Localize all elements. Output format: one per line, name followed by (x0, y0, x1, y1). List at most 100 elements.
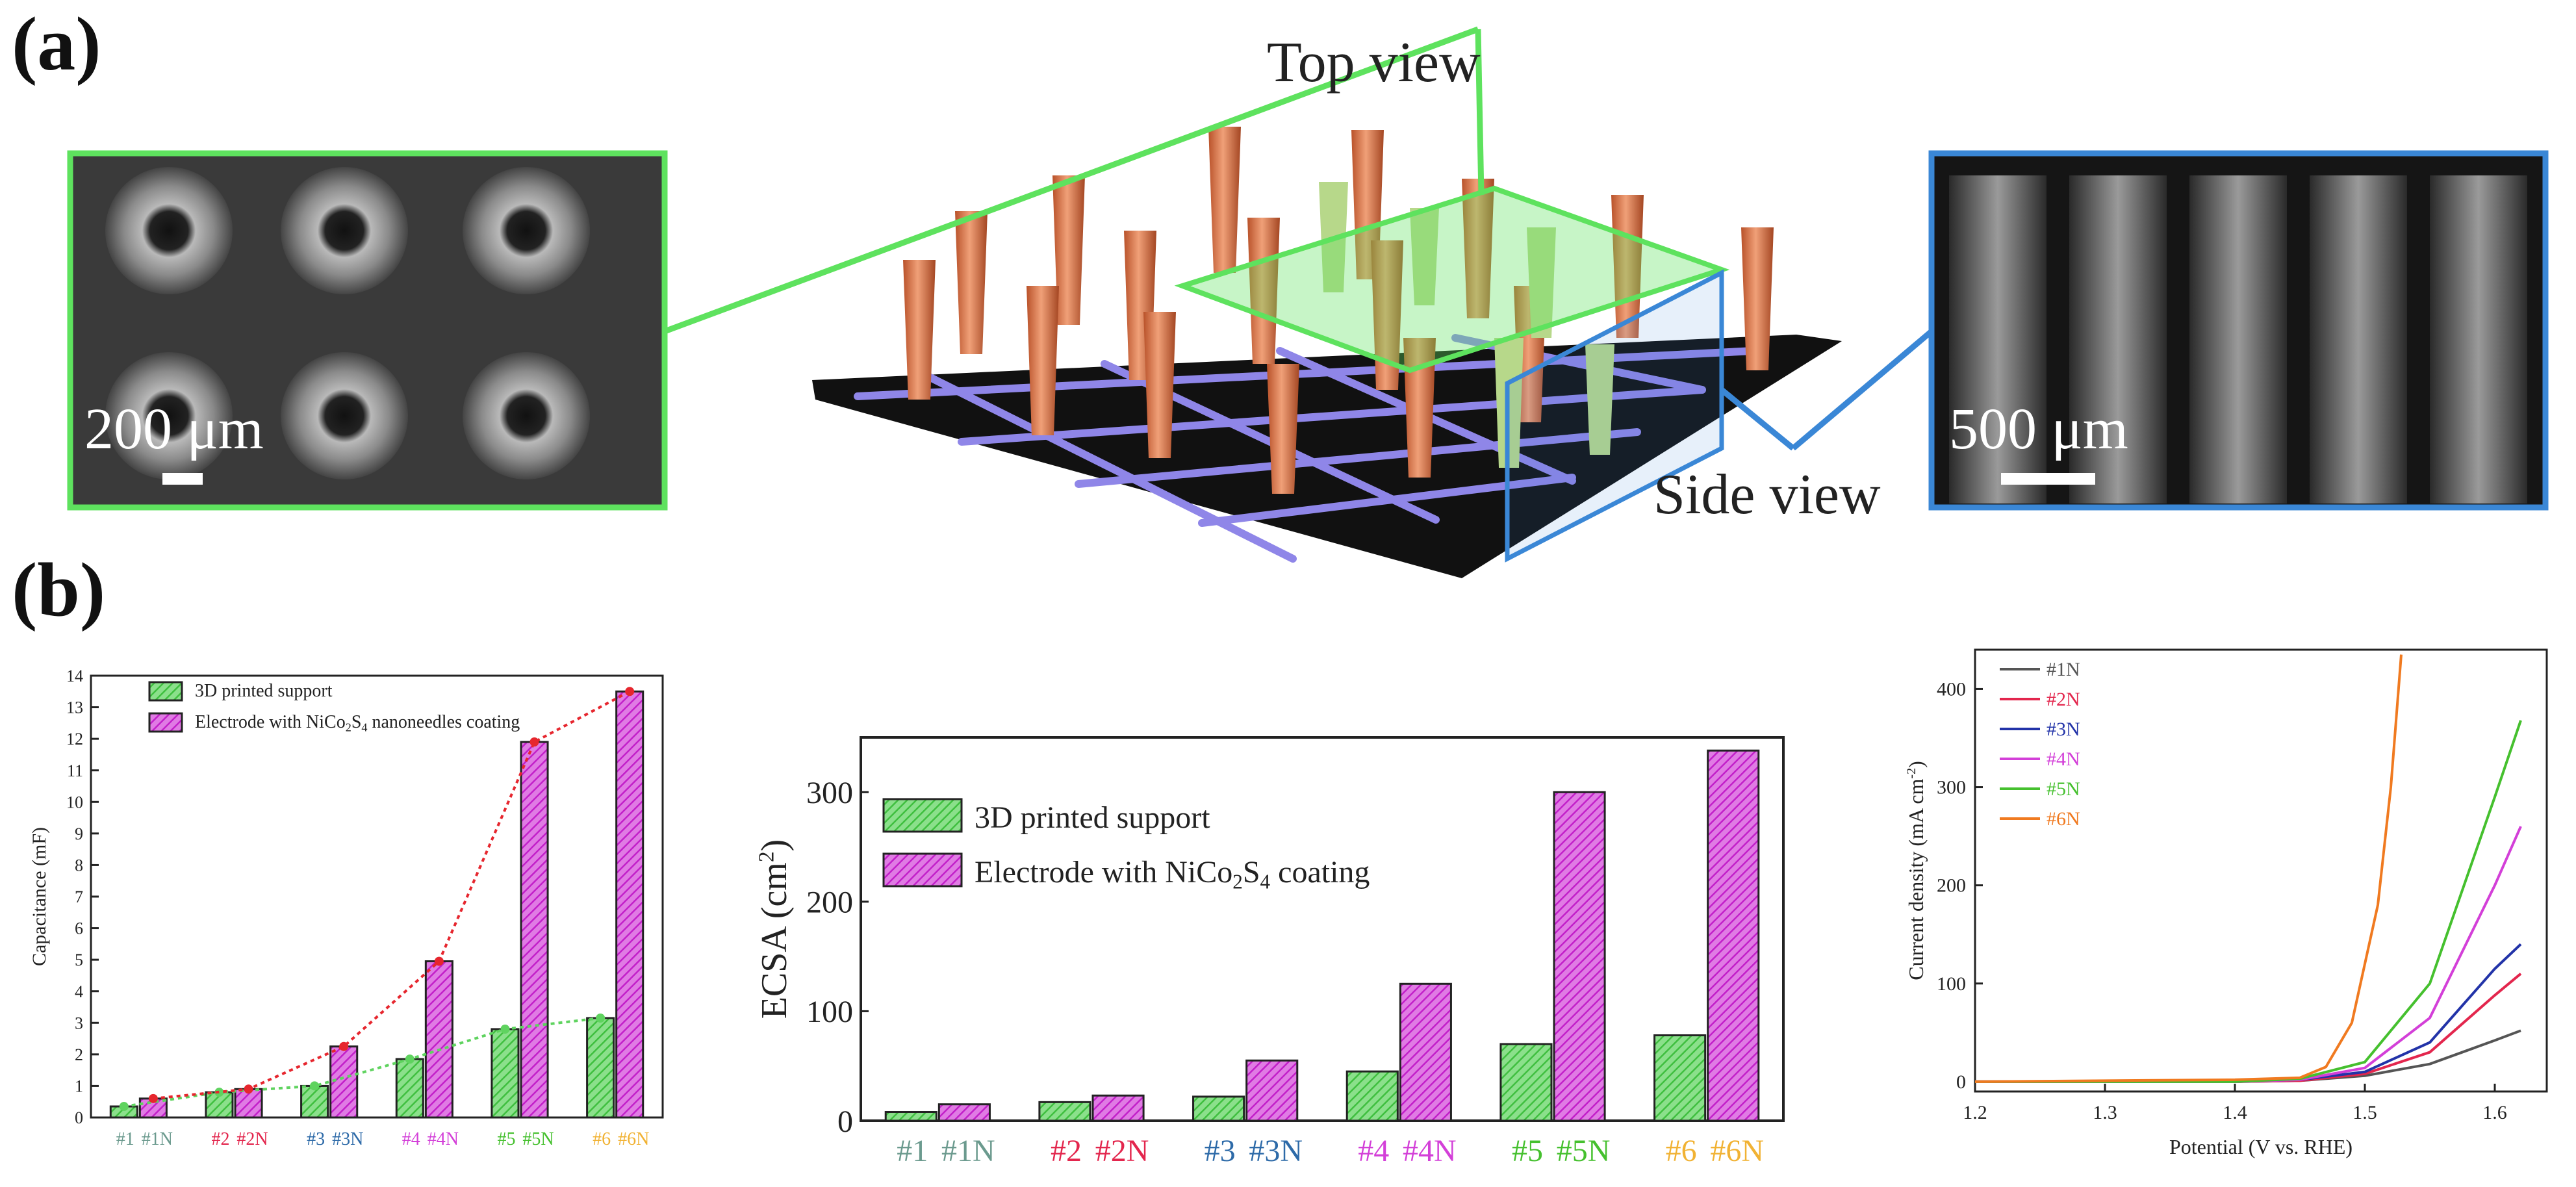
x-label-6N: #6N (1710, 1134, 1764, 1168)
x-label-5: #5 (1512, 1134, 1543, 1168)
y-tick-label: 2 (75, 1045, 83, 1064)
series-line-5N (1975, 720, 2522, 1083)
polarization-chart: 1.2 1.3 1.4 1.5 1.6 0 100 200 300 400 #1N #2N #3N #4N… (1904, 648, 2548, 1158)
plot-frame (1974, 648, 2548, 1093)
coated-pillars (1319, 182, 1614, 468)
y-tick-label: 14 (66, 667, 83, 685)
trend-marker (214, 1088, 224, 1097)
bar-3d-6N (1653, 1034, 1707, 1122)
legend-entry-coating: Electrode with NiCo2S4 nanoneedles coati… (195, 712, 520, 734)
legend-swatch (148, 712, 183, 733)
top-view-plane (1174, 185, 1730, 374)
x-label-3: #3 (307, 1129, 325, 1149)
x-label-4N: #4N (1403, 1134, 1457, 1168)
bar-electrode-5N (520, 741, 549, 1119)
series-line-6N (1974, 654, 2403, 1083)
legend-swatch (882, 852, 963, 887)
trend-marker (244, 1084, 253, 1094)
bar-electrode-3N (1245, 1059, 1299, 1122)
y-tick-label: 200 (806, 886, 853, 920)
x-label-6: #6 (593, 1129, 611, 1149)
y-tick-label: 6 (75, 919, 83, 938)
trend-line (153, 690, 631, 1100)
x-label-1N: #1N (142, 1129, 173, 1149)
x-label-4: #4 (402, 1129, 420, 1149)
trend-marker (119, 1102, 129, 1111)
trend-marker (625, 687, 635, 696)
panel-a-label: (a) (12, 1, 101, 86)
legend-swatch (882, 798, 963, 833)
legend-entry-6N: #6N (2047, 808, 2080, 830)
x-label-2N: #2N (1095, 1134, 1149, 1168)
bar-3d-5N (491, 1028, 520, 1119)
y-tick-label: 7 (75, 887, 83, 906)
x-label-5: #5 (497, 1129, 515, 1149)
ecsa-chart: 0 100 200 300 #1 #1N #2 #2N #3 #3N #4 #4N #5 #5N #6 #6N… (754, 736, 1785, 1168)
y-tick-label: 10 (66, 793, 83, 811)
side-view-label: Side view (1653, 463, 1881, 526)
scale-bar-left (162, 473, 203, 485)
x-label-3N: #3N (1249, 1134, 1303, 1168)
trend-marker (500, 1025, 510, 1034)
x-label-2: #2 (211, 1129, 229, 1149)
y-tick-label: 5 (75, 951, 83, 969)
bar-3d-4N (1345, 1070, 1399, 1122)
trend-marker (339, 1041, 349, 1051)
bar-electrode-3N (329, 1045, 359, 1119)
bar-3d-2N (1038, 1101, 1091, 1122)
bar-electrode-2N (234, 1088, 263, 1119)
x-label-1: #1 (897, 1134, 928, 1168)
series-line-2N (1975, 973, 2522, 1083)
y-axis-label: Capacitance (mF) (29, 827, 50, 966)
bar-electrode-6N (1707, 749, 1760, 1122)
x-label-3N: #3N (332, 1129, 363, 1149)
y-tick-label: 100 (1937, 973, 1966, 995)
x-tick-label: 1.5 (2353, 1102, 2377, 1123)
panel-b-label: (b) (12, 547, 106, 632)
x-label-2N: #2N (236, 1129, 268, 1149)
bar-3d-6N (586, 1017, 615, 1119)
side-view-plane (1505, 269, 1724, 563)
plot-frame (860, 736, 1785, 1122)
trend-marker (434, 956, 444, 966)
legend-entry-1N: #1N (2047, 659, 2080, 680)
scale-bar-right (2001, 473, 2095, 485)
bar-electrode-6N (615, 690, 644, 1119)
bar-electrode-5N (1553, 791, 1606, 1122)
y-tick-label: 0 (1956, 1071, 1966, 1093)
panel-a-illustration: 200 μm 500 μm (67, 26, 2549, 578)
x-tick-label: 1.2 (1963, 1102, 1987, 1123)
x-axis-label: Potential (V vs. RHE) (2169, 1135, 2353, 1158)
bar-electrode-4N (1399, 982, 1452, 1122)
y-tick-label: 1 (75, 1077, 83, 1096)
y-tick-label: 0 (837, 1104, 853, 1139)
x-label-5N: #5N (522, 1129, 554, 1149)
x-tick-label: 1.6 (2482, 1102, 2507, 1123)
trend-marker (596, 1014, 606, 1023)
sem-rings (105, 167, 590, 479)
y-tick-label: 13 (66, 698, 83, 717)
y-tick-label: 4 (75, 982, 83, 1001)
y-tick-label: 0 (75, 1108, 83, 1127)
bar-electrode-4N (424, 960, 453, 1119)
y-tick-label: 11 (67, 761, 83, 780)
legend-entry-4N: #4N (2047, 748, 2080, 770)
x-label-4N: #4N (427, 1129, 459, 1149)
legend-entry-support: 3D printed support (975, 800, 1210, 835)
legend-entry-3N: #3N (2047, 719, 2080, 740)
x-label-1N: #1N (941, 1134, 995, 1168)
sem-columns (1949, 175, 2527, 504)
y-tick-label: 12 (66, 730, 83, 748)
legend-entry-support: 3D printed support (195, 681, 333, 701)
y-tick-label: 300 (1937, 777, 1966, 798)
trend-marker (310, 1081, 320, 1091)
legend-swatch (148, 681, 183, 702)
trend-marker (529, 737, 539, 747)
bar-3d-4N (395, 1058, 424, 1119)
bar-electrode-2N (1091, 1094, 1145, 1122)
legend-entry-coating: Electrode with NiCo2S4 coating (975, 855, 1370, 893)
x-label-6: #6 (1666, 1134, 1697, 1168)
x-label-1: #1 (116, 1129, 134, 1149)
top-view-label: Top view (1267, 31, 1481, 94)
